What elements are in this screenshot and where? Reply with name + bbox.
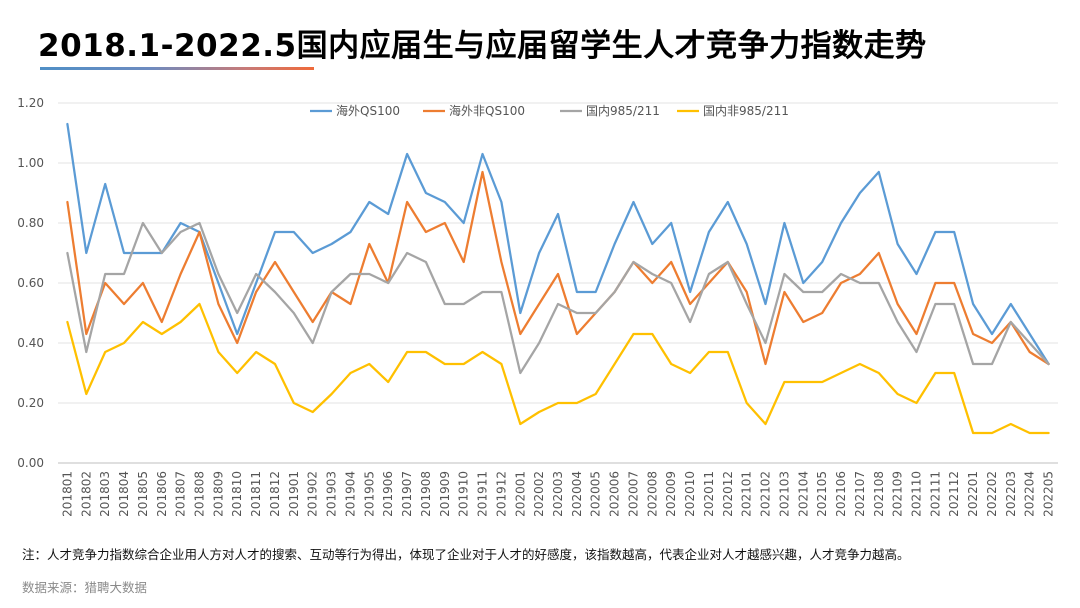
data-source: 数据来源：猎聘大数据 [22, 580, 148, 595]
x-tick-label: 202005 [589, 471, 603, 517]
series-line-2 [66, 170, 1050, 366]
line-chart: 0.00 0.20 0.40 0.60 0.80 1.00 1.20 201801 201802… [17, 96, 1058, 517]
y-tick-label: 1.00 [17, 156, 44, 170]
legend-label: 国内985/211 [586, 104, 660, 118]
x-tick-label: 202004 [570, 471, 584, 517]
x-tick-label: 201902 [306, 471, 320, 517]
x-tick-label: 201803 [98, 471, 112, 517]
x-tick-label: 202008 [645, 471, 659, 517]
x-tick-label: 201806 [155, 471, 169, 517]
page-title: 2018.1-2022.5国内应届生与应届留学生人才竞争力指数走势 [38, 28, 927, 64]
x-tick-label: 201906 [381, 471, 395, 517]
x-tick-label: 201810 [230, 471, 244, 517]
x-tick-label: 201905 [362, 471, 376, 517]
legend-label: 海外QS100 [336, 103, 400, 118]
x-tick-label: 201812 [268, 471, 282, 517]
x-tick-label: 202007 [626, 471, 640, 517]
x-tick-label: 201904 [343, 471, 357, 517]
x-tick-label: 202107 [853, 471, 867, 517]
x-tick-label: 201912 [494, 471, 508, 517]
x-tick-label: 201807 [174, 471, 188, 517]
x-tick-label: 201910 [457, 471, 471, 517]
x-tick-label: 201809 [211, 471, 225, 517]
x-tick-label: 201909 [438, 471, 452, 517]
x-tick-label: 202103 [777, 471, 791, 517]
x-tick-label: 201808 [193, 471, 207, 517]
legend-label: 国内非985/211 [703, 104, 789, 118]
x-tick-label: 202203 [1004, 471, 1018, 517]
series-line-3 [66, 221, 1050, 375]
y-tick-label: 0.40 [17, 336, 44, 350]
x-tick-label: 202106 [834, 471, 848, 517]
x-tick-label: 202011 [702, 471, 716, 517]
x-tick-label: 201801 [60, 471, 74, 517]
x-tick-label: 202003 [551, 471, 565, 517]
x-tick-label: 202104 [796, 471, 810, 517]
x-tick-label: 202202 [985, 471, 999, 517]
x-tick-label: 201911 [476, 471, 490, 517]
x-tick-label: 201802 [79, 471, 93, 517]
x-tick-label: 202002 [532, 471, 546, 517]
x-tick-label: 201907 [400, 471, 414, 517]
x-tick-label: 202101 [740, 471, 754, 517]
x-tick-label: 202102 [759, 471, 773, 517]
x-tick-label: 202110 [909, 471, 923, 517]
x-tick-label: 202109 [891, 471, 905, 517]
x-tick-label: 201908 [419, 471, 433, 517]
y-tick-label: 0.80 [17, 216, 44, 230]
title-underline [40, 67, 314, 70]
x-tick-label: 201811 [249, 471, 263, 517]
x-tick-label: 202006 [608, 471, 622, 517]
x-tick-label: 202112 [947, 471, 961, 517]
x-tick-label: 202111 [928, 471, 942, 517]
y-tick-label: 0.00 [17, 456, 44, 470]
x-tick-label: 202105 [815, 471, 829, 517]
y-tick-label: 0.20 [17, 396, 44, 410]
footnote: 注：人才竞争力指数综合企业用人方对人才的搜索、互动等行为得出，体现了企业对于人才… [22, 547, 910, 562]
x-tick-label: 201901 [287, 471, 301, 517]
x-tick-label: 202010 [683, 471, 697, 517]
x-tick-label: 202108 [872, 471, 886, 517]
x-tick-label: 202204 [1023, 471, 1037, 517]
x-tick-label: 202201 [966, 471, 980, 517]
legend-label: 海外非QS100 [449, 103, 525, 118]
x-tick-label: 201804 [117, 471, 131, 517]
x-tick-label: 201903 [325, 471, 339, 517]
y-tick-label: 1.20 [17, 96, 44, 110]
series-line-1 [66, 122, 1050, 366]
x-tick-label: 202009 [664, 471, 678, 517]
x-tick-label: 202001 [513, 471, 527, 517]
x-tick-label: 201805 [136, 471, 150, 517]
y-tick-label: 0.60 [17, 276, 44, 290]
series-line-4 [66, 302, 1050, 435]
x-tick-label: 202012 [721, 471, 735, 517]
x-tick-label: 202205 [1042, 471, 1056, 517]
